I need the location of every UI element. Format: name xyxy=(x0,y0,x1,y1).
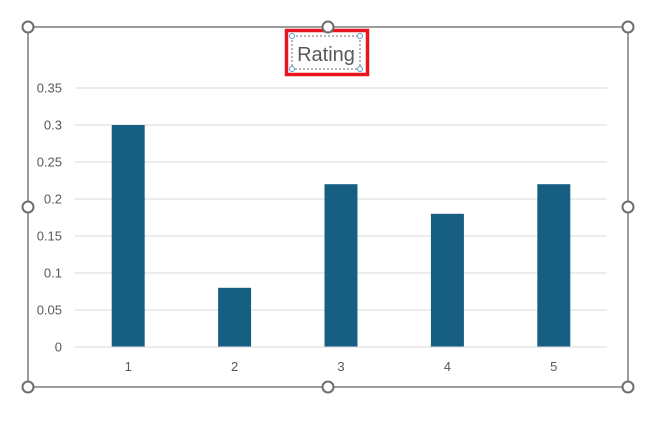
x-tick-label: 3 xyxy=(337,359,344,374)
title-handle-tl[interactable] xyxy=(289,33,295,39)
title-handle-br[interactable] xyxy=(357,66,363,72)
y-tick-label: 0.35 xyxy=(37,81,62,96)
y-tick-label: 0.1 xyxy=(44,266,62,281)
y-tick-label: 0.15 xyxy=(37,229,62,244)
resize-handle-middle-right[interactable] xyxy=(621,200,635,214)
x-axis-tick-labels: 1 2 3 4 5 xyxy=(125,359,558,374)
title-selection-box xyxy=(291,35,361,70)
bar-5[interactable] xyxy=(537,184,571,347)
resize-handle-top-middle[interactable] xyxy=(321,20,335,34)
resize-handle-top-left[interactable] xyxy=(21,20,35,34)
resize-handle-middle-left[interactable] xyxy=(21,200,35,214)
bar-4[interactable] xyxy=(430,213,464,347)
y-tick-label: 0 xyxy=(55,340,62,355)
gridlines xyxy=(75,87,607,311)
resize-handle-bottom-right[interactable] xyxy=(621,380,635,394)
resize-handle-top-right[interactable] xyxy=(621,20,635,34)
resize-handle-bottom-left[interactable] xyxy=(21,380,35,394)
bar-2[interactable] xyxy=(218,287,252,347)
x-tick-label: 1 xyxy=(125,359,132,374)
chart-resize-handles[interactable] xyxy=(21,20,635,394)
bar-1[interactable] xyxy=(111,125,145,347)
y-tick-label: 0.2 xyxy=(44,192,62,207)
x-tick-label: 2 xyxy=(231,359,238,374)
y-tick-label: 0.3 xyxy=(44,118,62,133)
title-handle-tr[interactable] xyxy=(357,33,363,39)
x-tick-label: 5 xyxy=(550,359,557,374)
chart-title[interactable]: Rating xyxy=(284,28,370,77)
y-axis-tick-labels: 0 0.05 0.1 0.15 0.2 0.25 0.3 0.35 xyxy=(37,81,62,355)
bar-3[interactable] xyxy=(324,184,358,347)
chart-title-text[interactable]: Rating xyxy=(297,44,355,66)
title-handle-bl[interactable] xyxy=(289,66,295,72)
y-tick-label: 0.05 xyxy=(37,303,62,318)
resize-handle-bottom-middle[interactable] xyxy=(321,380,335,394)
bar-series[interactable] xyxy=(111,125,571,347)
x-tick-label: 4 xyxy=(444,359,451,374)
y-tick-label: 0.25 xyxy=(37,155,62,170)
